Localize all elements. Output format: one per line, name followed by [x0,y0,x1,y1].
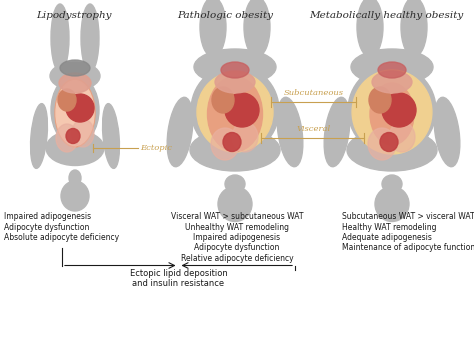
Ellipse shape [190,129,280,171]
Ellipse shape [66,129,80,144]
Ellipse shape [51,75,99,145]
Ellipse shape [58,89,76,111]
Ellipse shape [69,170,81,186]
Ellipse shape [66,94,94,122]
Ellipse shape [348,65,436,155]
Ellipse shape [30,104,47,168]
Ellipse shape [369,87,391,113]
Ellipse shape [223,133,241,151]
Ellipse shape [50,62,100,90]
Ellipse shape [200,0,226,57]
Ellipse shape [357,0,383,57]
Ellipse shape [56,124,78,152]
Ellipse shape [211,128,239,160]
Text: Subcutaneous: Subcutaneous [283,89,344,97]
Ellipse shape [378,62,406,78]
Text: Absolute adipocyte deficiency: Absolute adipocyte deficiency [4,233,119,242]
Ellipse shape [212,87,234,113]
Text: Relative adipocyte deficiency: Relative adipocyte deficiency [181,254,293,263]
Ellipse shape [46,131,104,165]
Ellipse shape [167,97,193,167]
Ellipse shape [208,76,263,151]
Text: Metabolically healthy obesity: Metabolically healthy obesity [309,11,464,20]
Ellipse shape [81,4,99,72]
Ellipse shape [351,49,433,85]
Ellipse shape [72,119,94,147]
Ellipse shape [59,73,91,93]
Ellipse shape [382,175,402,193]
Ellipse shape [194,49,276,85]
Ellipse shape [380,133,398,151]
Ellipse shape [197,72,273,152]
Ellipse shape [225,175,245,193]
Ellipse shape [372,71,412,93]
Text: Unhealthy WAT remodeling: Unhealthy WAT remodeling [185,222,289,232]
Ellipse shape [277,97,303,167]
Ellipse shape [434,97,460,167]
Text: Visceral: Visceral [296,125,330,133]
Ellipse shape [60,60,90,76]
Text: Subcutaneous WAT > visceral WAT: Subcutaneous WAT > visceral WAT [342,212,474,221]
Ellipse shape [218,187,252,222]
Text: Impaired adipogenesis: Impaired adipogenesis [4,212,91,221]
Ellipse shape [244,0,270,57]
Ellipse shape [232,122,258,152]
Ellipse shape [324,97,350,167]
Ellipse shape [347,129,437,171]
Text: Adipocyte dysfunction: Adipocyte dysfunction [194,243,280,252]
Ellipse shape [61,181,89,211]
Text: Healthy WAT remodeling: Healthy WAT remodeling [342,222,437,232]
Ellipse shape [368,128,396,160]
Ellipse shape [55,79,95,147]
Text: Adipocyte dysfunction: Adipocyte dysfunction [4,222,90,232]
Text: Visceral WAT > subcutaneous WAT: Visceral WAT > subcutaneous WAT [171,212,303,221]
Ellipse shape [382,93,416,127]
Ellipse shape [102,104,119,168]
Ellipse shape [401,0,427,57]
Ellipse shape [375,187,409,222]
Text: Pathologic obesity: Pathologic obesity [177,11,273,20]
Ellipse shape [352,70,432,154]
Ellipse shape [389,122,415,152]
Ellipse shape [225,93,259,127]
Ellipse shape [370,83,414,145]
Ellipse shape [215,71,255,93]
Text: Adequate adipogenesis: Adequate adipogenesis [342,233,432,242]
Text: Impaired adipogenesis: Impaired adipogenesis [193,233,281,242]
Ellipse shape [221,62,249,78]
Text: Ectopic lipid deposition: Ectopic lipid deposition [129,268,228,278]
Ellipse shape [56,80,94,146]
Text: Lipodystrophy: Lipodystrophy [36,11,111,20]
Ellipse shape [51,4,69,72]
Text: Ectopic: Ectopic [140,144,172,152]
Text: and insulin resistance: and insulin resistance [132,279,225,288]
Ellipse shape [191,65,279,155]
Text: Maintenance of adipocyte function: Maintenance of adipocyte function [342,243,474,252]
